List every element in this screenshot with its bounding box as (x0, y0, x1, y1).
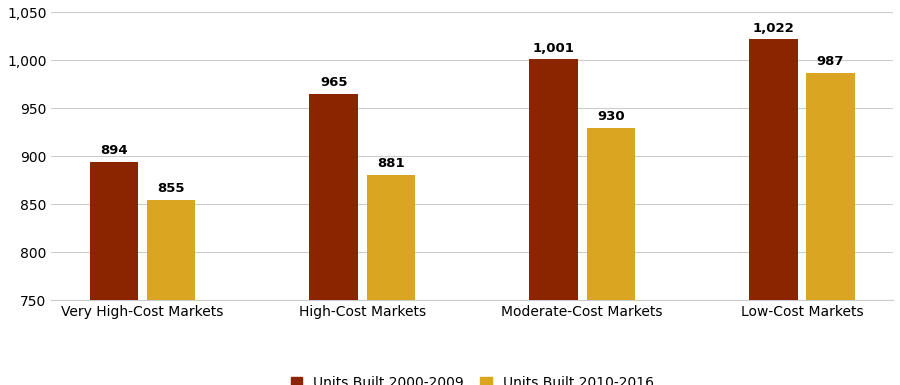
Bar (587, 127, 634, 385)
Text: 930: 930 (597, 110, 625, 123)
Legend: Units Built 2000-2009, Units Built 2010-2016: Units Built 2000-2009, Units Built 2010-… (285, 371, 659, 385)
Bar (749, 39, 797, 385)
Bar (529, 59, 578, 385)
Text: 855: 855 (158, 182, 184, 195)
Text: 965: 965 (320, 76, 347, 89)
Text: 987: 987 (817, 55, 844, 68)
Bar (90, 162, 138, 385)
Bar (310, 94, 358, 385)
Text: 1,001: 1,001 (533, 42, 574, 55)
Text: 894: 894 (100, 144, 128, 157)
Bar (147, 199, 195, 385)
Text: 1,022: 1,022 (752, 22, 795, 35)
Text: 881: 881 (377, 157, 405, 170)
Bar (806, 73, 855, 385)
Bar (366, 175, 415, 385)
